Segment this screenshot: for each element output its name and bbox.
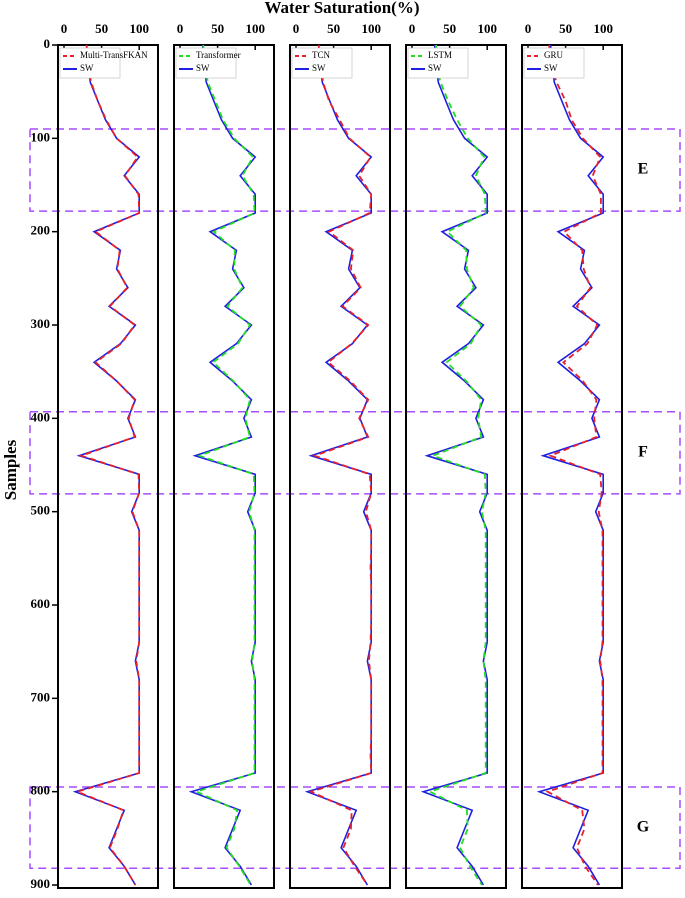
y-tick-label: 0 [44, 36, 51, 51]
x-tick-label: 100 [245, 21, 265, 36]
x-tick-label: 50 [211, 21, 224, 36]
x-tick-label: 50 [327, 21, 340, 36]
x-tick-label: 0 [409, 21, 416, 36]
x-tick-label: 50 [443, 21, 456, 36]
panel-frame [521, 44, 623, 889]
legend-label: Transformer [196, 50, 241, 60]
highlight-region [29, 786, 681, 869]
x-tick-label: 0 [177, 21, 184, 36]
panel-frame [173, 44, 275, 889]
x-tick-label: 0 [293, 21, 300, 36]
x-tick-label: 0 [525, 21, 532, 36]
legend-box [175, 47, 237, 79]
x-tick-label: 100 [593, 21, 613, 36]
legend-label: SW [428, 63, 442, 73]
legend-label: SW [544, 63, 558, 73]
legend-box [59, 47, 121, 79]
chart-title: Water Saturation(%) [264, 0, 419, 17]
y-tick-label: 700 [31, 689, 51, 704]
legend-label: SW [196, 63, 210, 73]
x-tick-label: 100 [361, 21, 381, 36]
region-label: E [638, 161, 649, 178]
y-tick-label: 200 [31, 223, 51, 238]
data-line [194, 44, 256, 886]
data-line [427, 44, 487, 886]
data-line [74, 44, 141, 886]
data-line [536, 44, 605, 886]
y-tick-label: 600 [31, 596, 51, 611]
legend-label: SW [80, 63, 94, 73]
x-tick-label: 100 [477, 21, 497, 36]
x-tick-label: 0 [61, 21, 68, 36]
panel-frame [405, 44, 507, 889]
legend-box [523, 47, 585, 79]
y-axis-label: Samples [1, 439, 20, 500]
legend-label: TCN [312, 50, 331, 60]
panel-frame [289, 44, 391, 889]
data-line [308, 44, 373, 886]
data-line [72, 44, 141, 886]
y-tick-label: 800 [31, 783, 51, 798]
legend-label: GRU [544, 50, 564, 60]
y-tick-label: 500 [31, 503, 51, 518]
legend-box [407, 47, 469, 79]
y-tick-label: 300 [31, 316, 51, 331]
legend-label: Multi-TransFKAN [80, 50, 148, 60]
x-tick-label: 50 [559, 21, 572, 36]
y-tick-label: 900 [31, 876, 51, 891]
highlight-region [29, 411, 681, 495]
y-tick-label: 100 [31, 129, 51, 144]
data-line [545, 44, 604, 886]
x-tick-label: 100 [129, 21, 149, 36]
x-tick-label: 50 [95, 21, 108, 36]
legend-label: SW [312, 63, 326, 73]
region-label: G [637, 818, 650, 835]
legend-box [291, 47, 353, 79]
highlight-region [29, 128, 681, 212]
region-label: F [638, 444, 648, 461]
y-tick-label: 400 [31, 409, 51, 424]
panel-frame [57, 44, 159, 889]
legend-label: LSTM [428, 50, 452, 60]
